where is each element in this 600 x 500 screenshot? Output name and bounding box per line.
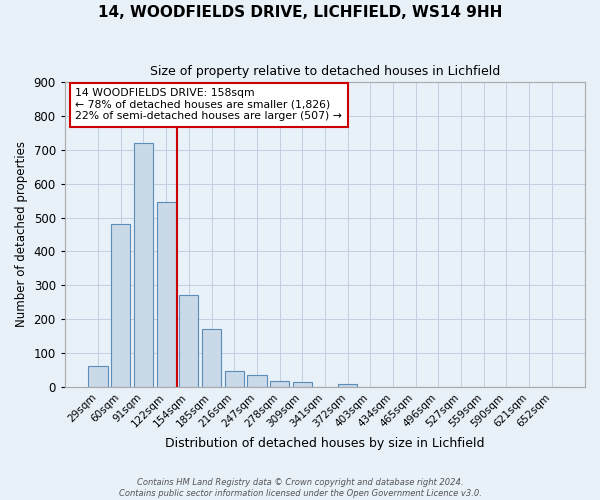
Bar bbox=[157, 202, 176, 387]
Text: 14 WOODFIELDS DRIVE: 158sqm
← 78% of detached houses are smaller (1,826)
22% of : 14 WOODFIELDS DRIVE: 158sqm ← 78% of det… bbox=[75, 88, 342, 121]
Bar bbox=[179, 295, 199, 387]
Title: Size of property relative to detached houses in Lichfield: Size of property relative to detached ho… bbox=[150, 65, 500, 78]
Bar bbox=[111, 224, 130, 387]
Text: Contains HM Land Registry data © Crown copyright and database right 2024.
Contai: Contains HM Land Registry data © Crown c… bbox=[119, 478, 481, 498]
Bar bbox=[247, 375, 266, 387]
Bar bbox=[202, 328, 221, 387]
X-axis label: Distribution of detached houses by size in Lichfield: Distribution of detached houses by size … bbox=[165, 437, 485, 450]
Bar bbox=[270, 381, 289, 387]
Bar bbox=[293, 382, 312, 387]
Text: 14, WOODFIELDS DRIVE, LICHFIELD, WS14 9HH: 14, WOODFIELDS DRIVE, LICHFIELD, WS14 9H… bbox=[98, 5, 502, 20]
Bar bbox=[88, 366, 108, 387]
Bar bbox=[224, 370, 244, 387]
Y-axis label: Number of detached properties: Number of detached properties bbox=[15, 142, 28, 328]
Bar bbox=[338, 384, 357, 387]
Bar bbox=[134, 143, 153, 387]
